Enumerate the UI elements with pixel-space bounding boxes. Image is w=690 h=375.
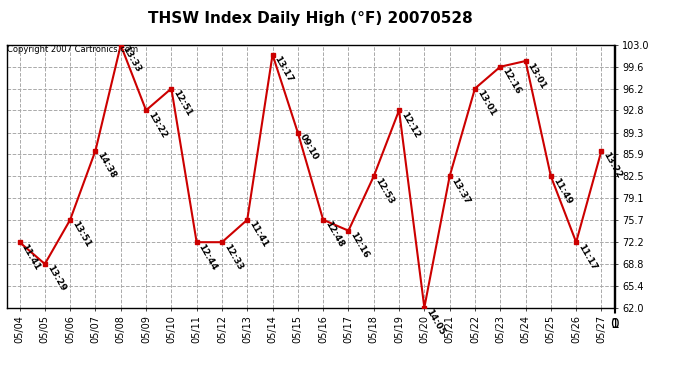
Text: 11:41: 11:41: [19, 242, 41, 272]
Text: Copyright 2007 Cartronics.com: Copyright 2007 Cartronics.com: [7, 45, 138, 54]
Text: 14:38: 14:38: [95, 151, 117, 180]
Text: 12:16: 12:16: [348, 231, 371, 260]
Text: 12:12: 12:12: [399, 110, 421, 140]
Text: 09:10: 09:10: [298, 133, 320, 162]
Text: 13:22: 13:22: [146, 110, 168, 140]
Text: 12:16: 12:16: [500, 67, 522, 96]
Text: 12:44: 12:44: [197, 242, 219, 272]
Text: 13:17: 13:17: [273, 55, 295, 84]
Text: 13:33: 13:33: [121, 45, 143, 74]
Text: 13:37: 13:37: [450, 176, 472, 206]
Text: 14:05: 14:05: [424, 308, 446, 337]
Text: 12:53: 12:53: [374, 176, 396, 206]
Text: 11:49: 11:49: [551, 176, 573, 206]
Text: 12:33: 12:33: [222, 242, 244, 272]
Text: 11:41: 11:41: [247, 220, 269, 249]
Text: 13:51: 13:51: [70, 220, 92, 249]
Text: THSW Index Daily High (°F) 20070528: THSW Index Daily High (°F) 20070528: [148, 11, 473, 26]
Text: 13:01: 13:01: [526, 61, 548, 90]
Text: 12:48: 12:48: [323, 220, 345, 249]
Text: 11:17: 11:17: [576, 242, 598, 272]
Text: 13:22: 13:22: [602, 151, 624, 180]
Text: 12:51: 12:51: [171, 88, 193, 118]
Text: 13:29: 13:29: [45, 264, 67, 293]
Text: 13:01: 13:01: [475, 88, 497, 118]
